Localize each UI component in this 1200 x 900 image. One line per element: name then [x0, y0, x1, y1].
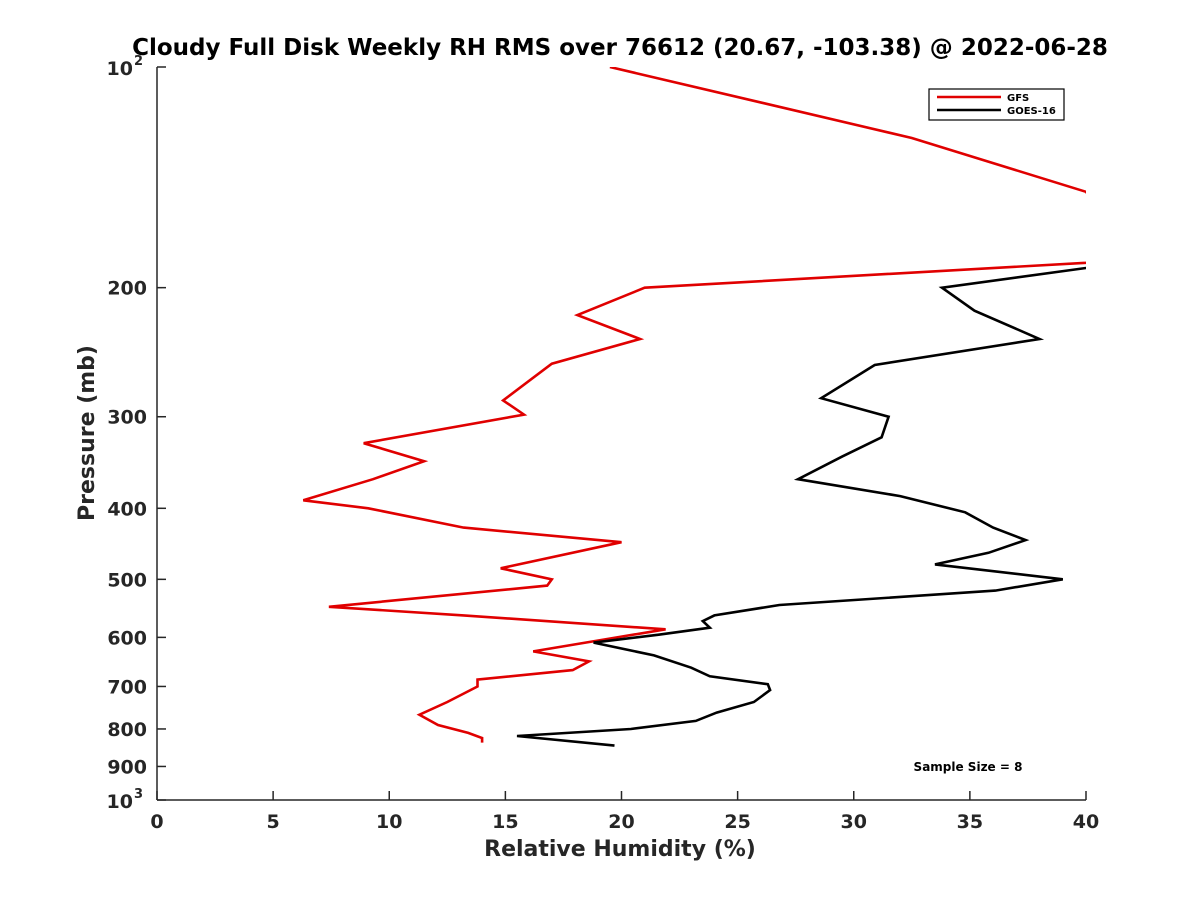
- x-tick-label: 40: [1073, 811, 1099, 833]
- y-axis-title: Pressure (mb): [75, 345, 100, 521]
- y-tick-label: 200: [107, 278, 147, 300]
- x-tick-label: 25: [724, 811, 750, 833]
- y-tick-label: 800: [107, 719, 147, 741]
- y-tick-label: 600: [107, 627, 147, 649]
- plot-lines: [302, 67, 1086, 747]
- y-tick-label: 900: [107, 756, 147, 778]
- y-tick-label: 300: [107, 407, 147, 429]
- x-tick-label: 10: [376, 811, 402, 833]
- sample-size-annotation: Sample Size = 8: [914, 760, 1023, 774]
- x-tick-label: 30: [841, 811, 867, 833]
- y-end-label: 10: [107, 58, 133, 80]
- series-line-goes-16: [516, 266, 1086, 747]
- y-end-label: 10: [107, 791, 133, 813]
- x-tick-label: 5: [267, 811, 280, 833]
- legend-box: [928, 88, 1065, 121]
- x-tick-label: 15: [492, 811, 518, 833]
- x-tick-label: 0: [150, 811, 163, 833]
- y-tick-label: 700: [107, 676, 147, 698]
- legend-label-gfs: GFS: [1007, 93, 1029, 104]
- x-axis-title: Relative Humidity (%): [484, 837, 756, 862]
- x-tick-label: 20: [608, 811, 634, 833]
- axes: 0 5 10 15 20 25 30 35 40 200 300 400 500 600 700 800 900…: [107, 54, 1100, 833]
- legend: GFS GOES-16: [928, 88, 1065, 121]
- y-end-label-exponent: 2: [134, 54, 143, 69]
- chart-title: Cloudy Full Disk Weekly RH RMS over 7661…: [132, 35, 1108, 61]
- y-end-label-exponent: 3: [134, 787, 143, 802]
- legend-label-goes-16: GOES-16: [1007, 106, 1056, 117]
- y-tick-label: 400: [107, 498, 147, 520]
- x-tick-label: 35: [957, 811, 983, 833]
- y-tick-label: 500: [107, 569, 147, 591]
- series-line-gfs: [302, 67, 1086, 743]
